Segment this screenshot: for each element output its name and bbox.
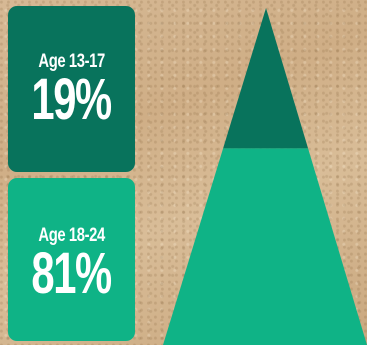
age-18-24-value: 81% — [31, 240, 113, 306]
age-13-17-label: Age 13-17 — [38, 51, 105, 72]
age-13-17-panel: Age 13-17 19% — [8, 6, 135, 172]
pyramid-segment-age-13-17 — [223, 8, 309, 149]
pyramid-segment-age-18-24 — [163, 148, 367, 345]
age-18-24-label: Age 18-24 — [38, 224, 105, 246]
age-18-24-panel: Age 18-24 81% — [8, 178, 135, 341]
age-13-17-value: 19% — [31, 67, 113, 132]
